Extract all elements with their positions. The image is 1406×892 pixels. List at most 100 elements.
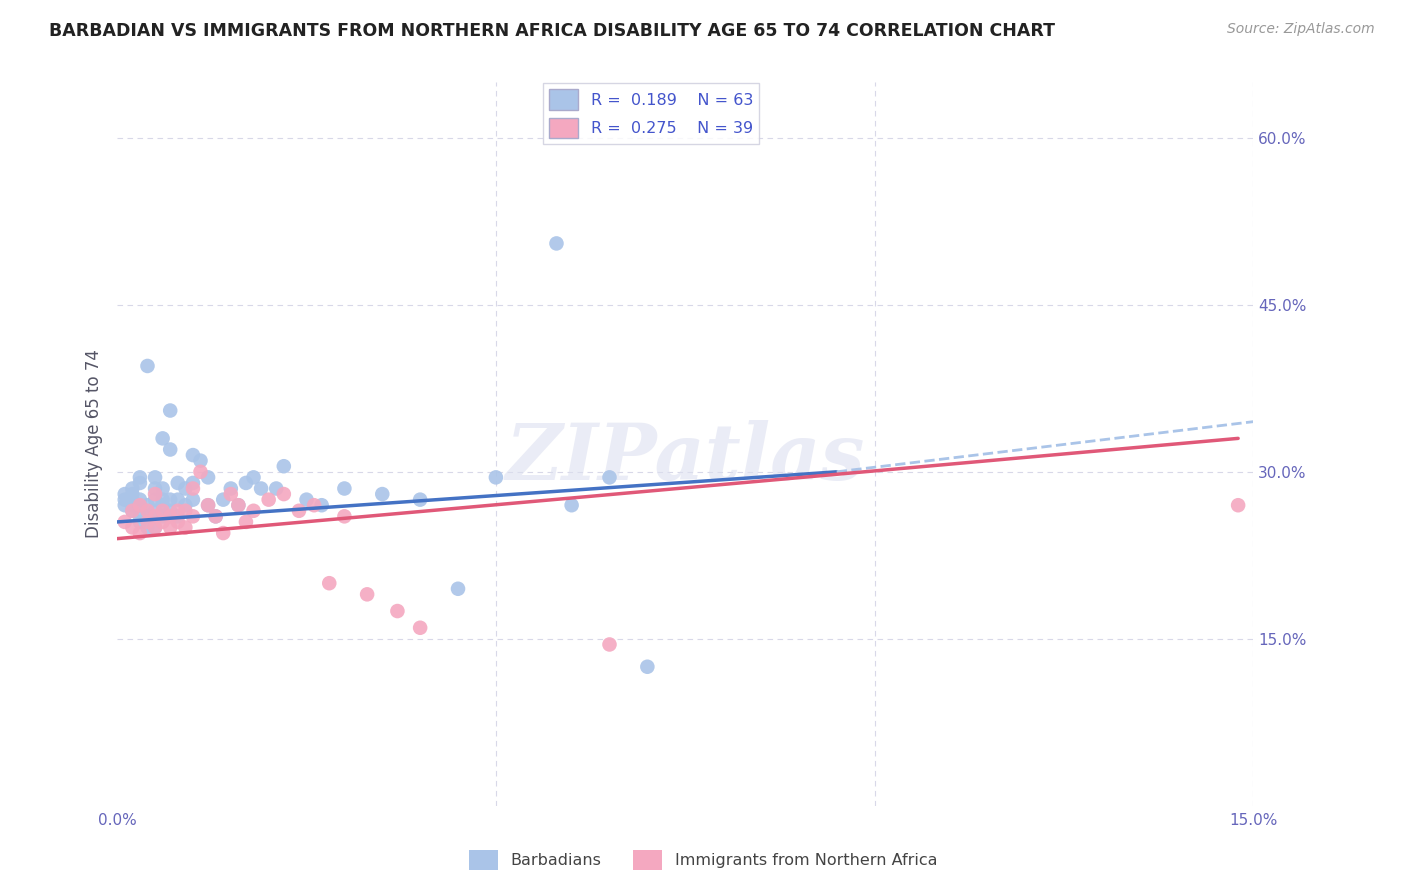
Point <box>371 487 394 501</box>
Y-axis label: Disability Age 65 to 74: Disability Age 65 to 74 <box>86 350 103 539</box>
Point <box>121 492 143 507</box>
Point <box>129 498 152 512</box>
Point <box>152 504 174 518</box>
Point <box>598 470 620 484</box>
Point <box>143 487 166 501</box>
Point <box>311 498 333 512</box>
Point <box>136 520 159 534</box>
Point <box>212 492 235 507</box>
Point <box>409 621 432 635</box>
Point <box>129 509 152 524</box>
Point <box>174 482 197 496</box>
Point <box>387 604 409 618</box>
Point <box>561 498 583 512</box>
Point <box>129 515 152 529</box>
Point <box>129 498 152 512</box>
Point <box>152 509 174 524</box>
Point <box>242 504 264 518</box>
Point <box>174 504 197 518</box>
Point <box>228 498 250 512</box>
Point <box>219 482 242 496</box>
Point <box>190 453 212 467</box>
Point <box>159 509 181 524</box>
Point <box>159 520 181 534</box>
Text: Source: ZipAtlas.com: Source: ZipAtlas.com <box>1227 22 1375 37</box>
Point <box>295 492 318 507</box>
Point <box>356 587 378 601</box>
Point <box>1227 498 1250 512</box>
Point <box>302 498 325 512</box>
Point <box>143 504 166 518</box>
Point <box>181 509 204 524</box>
Point <box>546 236 568 251</box>
Point <box>152 498 174 512</box>
Point <box>197 498 219 512</box>
Point <box>143 482 166 496</box>
Point <box>166 509 188 524</box>
Point <box>129 470 152 484</box>
Point <box>598 637 620 651</box>
Point <box>250 482 273 496</box>
Point <box>129 526 152 541</box>
Text: BARBADIAN VS IMMIGRANTS FROM NORTHERN AFRICA DISABILITY AGE 65 TO 74 CORRELATION: BARBADIAN VS IMMIGRANTS FROM NORTHERN AF… <box>49 22 1056 40</box>
Point <box>264 482 287 496</box>
Point <box>409 492 432 507</box>
Point <box>121 498 143 512</box>
Legend: Barbadians, Immigrants from Northern Africa: Barbadians, Immigrants from Northern Afr… <box>463 844 943 877</box>
Point <box>333 482 356 496</box>
Point <box>159 403 181 417</box>
Point <box>159 504 181 518</box>
Point <box>212 526 235 541</box>
Point <box>143 470 166 484</box>
Point <box>197 470 219 484</box>
Legend: R =  0.189    N = 63, R =  0.275    N = 39: R = 0.189 N = 63, R = 0.275 N = 39 <box>543 83 759 145</box>
Point <box>197 498 219 512</box>
Point <box>204 509 226 524</box>
Point <box>121 504 143 518</box>
Point <box>204 509 226 524</box>
Point <box>121 504 143 518</box>
Point <box>136 504 159 518</box>
Point <box>166 515 188 529</box>
Point <box>228 498 250 512</box>
Point <box>152 515 174 529</box>
Point <box>181 448 204 462</box>
Point <box>121 487 143 501</box>
Point <box>159 492 181 507</box>
Point <box>136 515 159 529</box>
Text: ZIPatlas: ZIPatlas <box>506 420 865 497</box>
Point <box>273 487 295 501</box>
Point <box>121 482 143 496</box>
Point <box>136 498 159 512</box>
Point <box>114 492 136 507</box>
Point <box>242 470 264 484</box>
Point <box>181 482 204 496</box>
Point <box>143 520 166 534</box>
Point <box>166 475 188 490</box>
Point <box>174 498 197 512</box>
Point <box>333 509 356 524</box>
Point <box>257 492 280 507</box>
Point <box>143 520 166 534</box>
Point <box>447 582 470 596</box>
Point <box>190 465 212 479</box>
Point <box>235 475 257 490</box>
Point <box>166 504 188 518</box>
Point <box>152 431 174 445</box>
Point <box>129 492 152 507</box>
Point <box>114 487 136 501</box>
Point <box>152 482 174 496</box>
Point <box>181 475 204 490</box>
Point <box>129 475 152 490</box>
Point <box>318 576 340 591</box>
Point <box>136 509 159 524</box>
Point <box>219 487 242 501</box>
Point <box>166 492 188 507</box>
Point <box>152 492 174 507</box>
Point <box>181 492 204 507</box>
Point <box>235 515 257 529</box>
Point <box>273 459 295 474</box>
Point <box>143 492 166 507</box>
Point <box>143 509 166 524</box>
Point <box>636 659 658 673</box>
